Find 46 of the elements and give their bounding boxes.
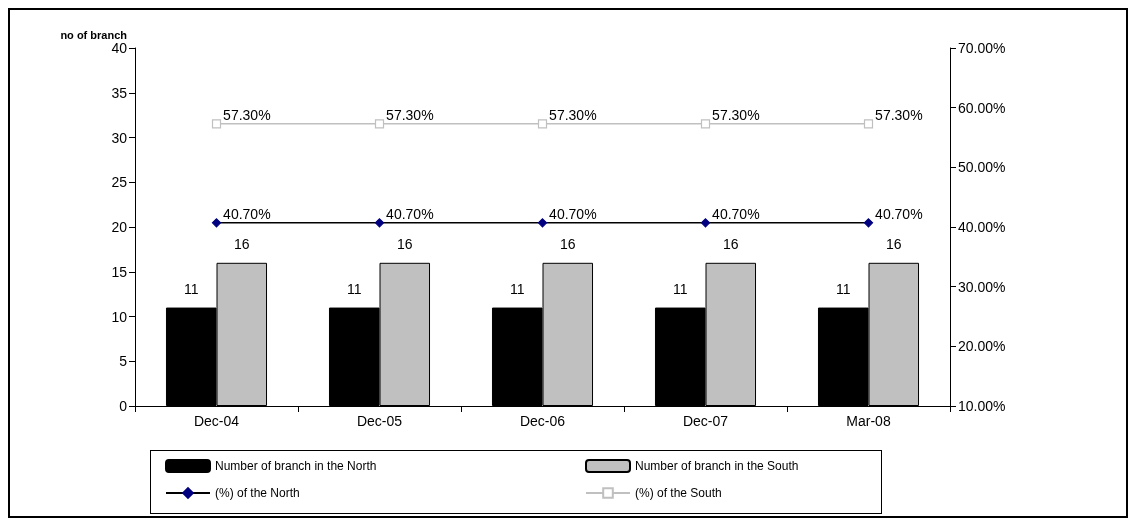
y2-tick-label: 10.00% <box>958 398 1006 414</box>
x-tick-label: Mar-08 <box>846 413 891 429</box>
data-label: 40.70% <box>549 205 597 222</box>
y-tick-label: 15 <box>111 263 128 280</box>
data-label: 40.70% <box>875 205 923 222</box>
data-label: 16 <box>396 235 413 252</box>
data-label: 57.30% <box>712 106 760 123</box>
y-tick-label: 10 <box>111 308 128 325</box>
data-label: 16 <box>233 235 250 252</box>
y2-tick-label: 70.00% <box>958 40 1006 56</box>
y2-tick-label: 60.00% <box>958 99 1006 116</box>
data-label: 40.70% <box>223 205 271 222</box>
x-tick-label: Dec-06 <box>519 413 566 429</box>
data-label: 16 <box>722 235 739 252</box>
y-tick-label: 35 <box>111 84 128 101</box>
x-tick-label: Dec-04 <box>193 413 240 429</box>
data-label: 57.30% <box>386 106 434 123</box>
data-label: 16 <box>885 235 902 252</box>
data-label: 16 <box>559 235 576 252</box>
x-tick-label: Dec-07 <box>682 413 729 429</box>
y-tick-label: 5 <box>119 353 128 370</box>
y-axis-title: no of branch <box>60 28 128 41</box>
x-tick-label: Dec-05 <box>356 413 403 429</box>
y2-tick-label: 50.00% <box>958 159 1006 176</box>
data-label: 40.70% <box>386 205 434 222</box>
y-tick-label: 0 <box>119 398 128 414</box>
y-tick-label: 40 <box>111 40 128 56</box>
data-label: 40.70% <box>712 205 760 222</box>
y2-tick-label: 40.00% <box>958 219 1006 235</box>
data-label: 11 <box>509 280 525 297</box>
legend-label: (%) of the North <box>215 486 300 500</box>
y2-tick-label: 20.00% <box>958 338 1006 355</box>
data-label: 11 <box>672 280 688 297</box>
data-label: 57.30% <box>875 106 923 123</box>
legend-label: (%) of the South <box>635 486 722 500</box>
y-tick-label: 25 <box>111 174 128 191</box>
y-tick-label: 30 <box>111 129 128 146</box>
data-label: 11 <box>346 280 362 297</box>
data-label: 57.30% <box>223 106 271 123</box>
legend-label: Number of branch in the North <box>215 459 377 473</box>
data-label: 11 <box>183 280 199 297</box>
data-label: 57.30% <box>549 106 597 123</box>
legend-label: Number of branch in the South <box>635 459 799 473</box>
data-label: 11 <box>835 280 851 297</box>
y-tick-label: 20 <box>111 219 128 235</box>
y2-tick-label: 30.00% <box>958 278 1006 295</box>
